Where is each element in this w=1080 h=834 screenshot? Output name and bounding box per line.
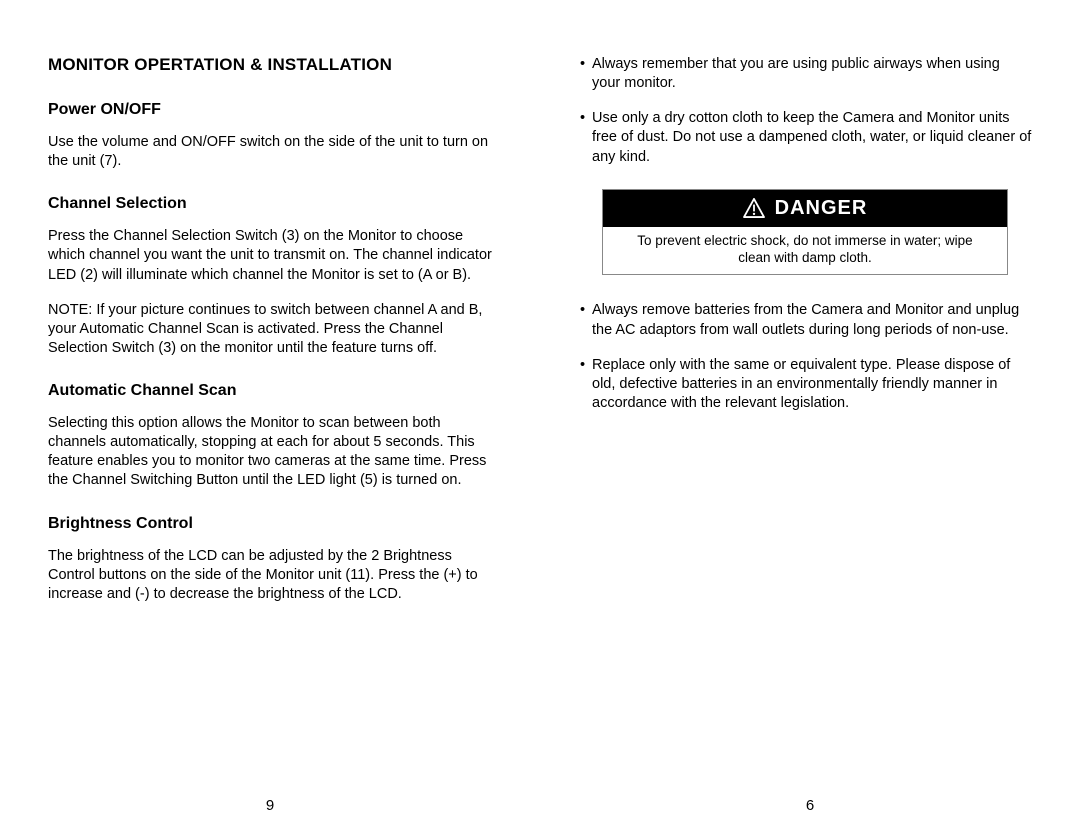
body-paragraph: The brightness of the LCD can be adjuste… (48, 547, 502, 604)
page-number-left: 9 (0, 797, 540, 814)
bullet-item: Replace only with the same or equivalent… (578, 356, 1032, 413)
section-heading-brightness: Brightness Control (48, 515, 502, 533)
section-heading-channel-selection: Channel Selection (48, 195, 502, 213)
right-page: Always remember that you are using publi… (540, 55, 1080, 804)
page-number-right: 6 (540, 797, 1080, 814)
bullet-item: Always remove batteries from the Camera … (578, 301, 1032, 339)
danger-callout: DANGER To prevent electric shock, do not… (602, 189, 1008, 276)
bullet-item: Use only a dry cotton cloth to keep the … (578, 109, 1032, 166)
danger-label: DANGER (775, 197, 868, 220)
body-paragraph: Press the Channel Selection Switch (3) o… (48, 227, 502, 284)
bullet-item: Always remember that you are using publi… (578, 55, 1032, 93)
danger-body-text: To prevent electric shock, do not immers… (603, 227, 1007, 275)
warning-triangle-icon (743, 198, 765, 218)
body-paragraph: NOTE: If your picture continues to switc… (48, 301, 502, 358)
page-title: MONITOR OPERTATION & INSTALLATION (48, 55, 502, 75)
section-heading-auto-scan: Automatic Channel Scan (48, 382, 502, 400)
left-page: MONITOR OPERTATION & INSTALLATION Power … (0, 55, 540, 804)
body-paragraph: Use the volume and ON/OFF switch on the … (48, 133, 502, 171)
danger-header: DANGER (603, 190, 1007, 227)
section-heading-power: Power ON/OFF (48, 101, 502, 119)
body-paragraph: Selecting this option allows the Monitor… (48, 414, 502, 491)
